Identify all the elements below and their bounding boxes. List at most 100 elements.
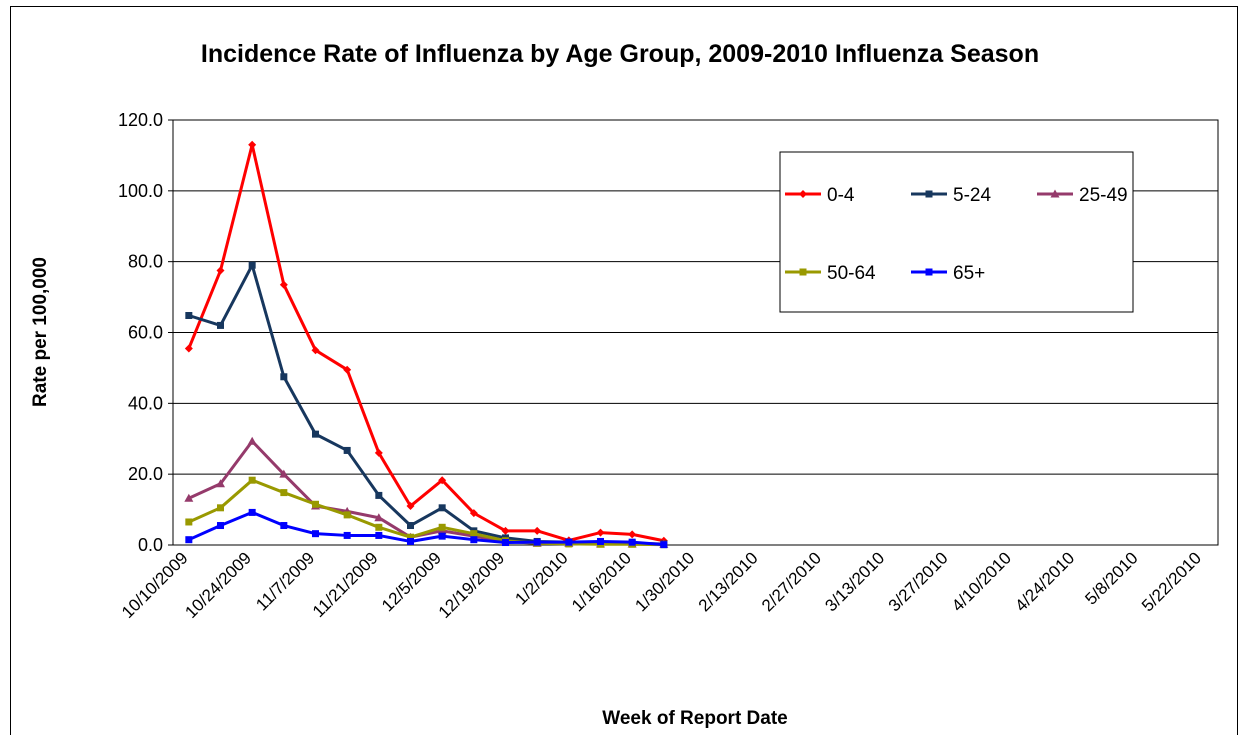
marker xyxy=(343,511,351,519)
marker xyxy=(470,536,478,544)
x-axis-label: Week of Report Date xyxy=(602,708,787,729)
marker xyxy=(925,190,933,198)
marker xyxy=(565,538,573,546)
legend-box xyxy=(779,151,1134,313)
x-tick-label: 5/8/2010 xyxy=(1081,548,1141,608)
plot-area xyxy=(172,119,1219,546)
marker xyxy=(343,365,352,374)
marker xyxy=(279,469,289,478)
series-line xyxy=(188,510,664,547)
x-tick-label: 12/5/2009 xyxy=(378,548,445,615)
marker xyxy=(374,513,384,522)
marker xyxy=(438,532,446,540)
y-tick-label: 40.0 xyxy=(128,393,163,413)
marker xyxy=(660,541,668,549)
marker xyxy=(375,523,383,531)
legend-label: 50-64 xyxy=(827,263,876,284)
marker xyxy=(343,446,351,454)
marker xyxy=(407,522,414,530)
x-tick-label: 4/24/2010 xyxy=(1011,548,1078,615)
marker xyxy=(438,523,446,531)
series-line xyxy=(187,143,665,543)
chart-title: Incidence Rate of Influenza by Age Group… xyxy=(200,40,1040,68)
marker xyxy=(216,266,225,275)
y-tick-label: 120.0 xyxy=(118,110,163,130)
marker xyxy=(533,526,542,535)
y-tick-label: 20.0 xyxy=(128,464,163,484)
x-tick-label: 3/27/2010 xyxy=(885,548,952,615)
marker xyxy=(248,140,257,149)
legend-label: 65+ xyxy=(953,263,985,284)
x-tick-label: 12/19/2009 xyxy=(435,548,509,622)
marker xyxy=(470,530,478,538)
y-tick-label: 60.0 xyxy=(128,323,163,343)
marker xyxy=(469,509,478,518)
marker xyxy=(533,538,541,546)
x-tick-label: 4/10/2010 xyxy=(948,548,1015,615)
x-tick-label: 1/30/2010 xyxy=(631,548,698,615)
marker xyxy=(280,489,288,497)
marker xyxy=(438,476,447,485)
legend-label: 25-49 xyxy=(1079,185,1128,206)
y-tick-label: 0.0 xyxy=(138,535,163,555)
chart-frame xyxy=(10,6,1238,735)
x-tick-label: 5/22/2010 xyxy=(1138,548,1205,615)
marker xyxy=(597,537,604,545)
marker xyxy=(407,537,414,545)
series-line xyxy=(188,478,664,547)
marker xyxy=(1050,189,1060,198)
marker xyxy=(596,528,605,537)
marker xyxy=(502,539,509,547)
marker xyxy=(501,526,510,535)
marker xyxy=(312,430,319,438)
series-line xyxy=(188,263,664,546)
marker xyxy=(438,504,446,512)
marker xyxy=(185,518,193,526)
marker xyxy=(374,448,383,457)
marker xyxy=(184,344,193,353)
marker xyxy=(279,280,288,289)
marker xyxy=(628,530,637,539)
marker xyxy=(406,502,415,511)
marker xyxy=(280,522,288,530)
legend-label: 5-24 xyxy=(953,185,991,206)
marker xyxy=(280,373,288,381)
x-tick-label: 1/16/2010 xyxy=(568,548,635,615)
marker xyxy=(216,479,225,488)
marker xyxy=(217,321,224,329)
x-tick-label: 11/7/2009 xyxy=(252,548,318,614)
x-tick-label: 3/13/2010 xyxy=(821,548,888,615)
marker xyxy=(343,531,351,539)
marker xyxy=(217,522,224,530)
x-tick-label: 10/24/2009 xyxy=(181,548,255,622)
marker xyxy=(375,531,383,539)
y-tick-label: 80.0 xyxy=(128,252,163,272)
marker xyxy=(248,508,256,516)
x-tick-label: 1/2/2010 xyxy=(511,548,571,608)
x-tick-label: 2/27/2010 xyxy=(758,548,825,615)
marker xyxy=(311,346,320,355)
y-axis-label: Rate per 100,000 xyxy=(30,257,51,407)
marker xyxy=(184,493,194,502)
marker xyxy=(628,538,636,546)
y-tick-label: 100.0 xyxy=(118,181,163,201)
x-tick-label: 11/21/2009 xyxy=(309,548,382,621)
marker xyxy=(217,504,224,512)
marker xyxy=(799,268,807,276)
marker xyxy=(799,190,807,198)
marker xyxy=(248,261,256,269)
marker xyxy=(185,312,193,319)
legend-label: 0-4 xyxy=(827,185,855,206)
marker xyxy=(312,500,319,508)
marker xyxy=(407,533,414,541)
marker xyxy=(247,436,257,445)
x-tick-label: 2/13/2010 xyxy=(695,548,762,615)
x-tick-label: 10/10/2009 xyxy=(118,548,192,622)
marker xyxy=(248,476,256,484)
marker xyxy=(375,491,383,499)
marker xyxy=(185,536,193,544)
marker xyxy=(925,268,933,276)
marker xyxy=(312,530,319,538)
